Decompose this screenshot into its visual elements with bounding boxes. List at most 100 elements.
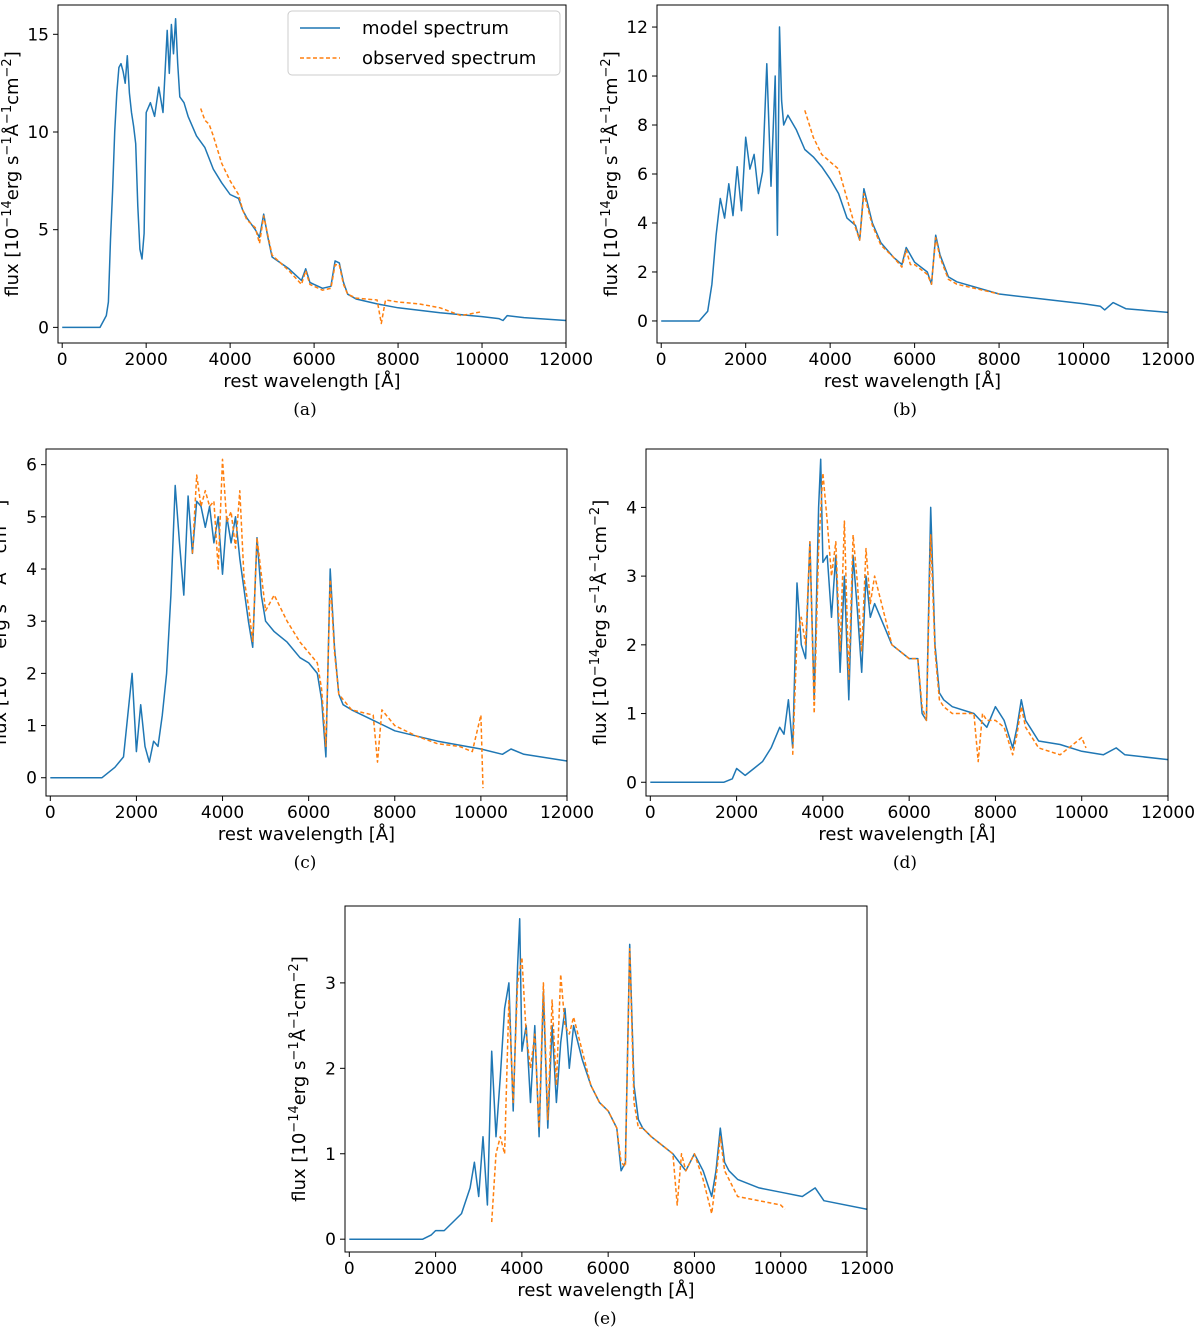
panel-a-y-axis-label: flux [10−14erg s−1Å−1cm−2] [0,51,23,296]
panel-c-x-tick-label: 4000 [201,803,244,823]
panel-d-x-tick-label: 4000 [801,803,844,823]
panel-b-axes-frame [656,4,1169,344]
panel-b-y-tick-label: 8 [637,116,648,136]
panel-e-model-line [349,918,867,1240]
panel-c-x-axis-label: rest wavelength [Å] [218,823,395,845]
panel-e-axes-frame [344,905,868,1253]
panel-a-y-tick-label: 5 [38,221,49,241]
panel-b-x-tick-label: 0 [656,350,667,370]
panel-b-y-tick-label: 4 [637,214,648,234]
panel-a-y-tick-label: 0 [38,318,49,338]
panel-c-x-tick-label: 10000 [454,803,508,823]
panel-b-x-axis-label: rest wavelength [Å] [824,370,1001,392]
panel-b-y-tick-label: 10 [626,67,648,87]
panel-c-y-axis-label: flux [10−14erg s−1Å−1cm−2] [0,500,11,745]
panel-b-x-tick-label: 10000 [1056,350,1110,370]
panel-d-caption: (d) [893,853,917,873]
panel-d-x-tick-label: 6000 [888,803,931,823]
panel-d-x-axis-label: rest wavelength [Å] [818,823,995,845]
panel-a-x-tick-label: 2000 [125,350,168,370]
panel-d-y-tick-label: 4 [626,498,637,518]
panel-e-y-axis-label: flux [10−14erg s−1Å−1cm−2] [287,956,311,1201]
panel-c-x-tick-label: 12000 [540,803,594,823]
panel-c-model-line [50,484,567,779]
panel-e-x-tick-label: 4000 [500,1259,543,1279]
panel-b-caption: (b) [893,400,917,420]
panel-a-x-tick-label: 6000 [292,350,335,370]
panel-c-x-tick-label: 0 [45,803,56,823]
panel-d-x-tick-label: 12000 [1141,803,1195,823]
panel-b-x-tick-label: 4000 [809,350,852,370]
panel-c-y-tick-label: 3 [26,612,37,632]
panel-d-y-tick-label: 1 [626,705,637,725]
panel-d-x-tick-label: 10000 [1055,803,1109,823]
panel-c-axes-frame [45,448,568,797]
panel-e: (e) 0 2000 4000 6000 8000 10000 12000 0 1 2 3 rest … [287,905,894,1329]
panel-b: (b) 0 2000 4000 6000 8000 10000 12000 0 2 4 6 8 10 12… [599,4,1195,420]
legend-observed-label: observed spectrum [362,48,536,69]
panel-c-y-tick-label: 6 [26,456,37,476]
panel-b-x-tick-label: 8000 [977,350,1020,370]
panel-c-observed-line [191,458,484,789]
panel-c-x-tick-label: 8000 [373,803,416,823]
panel-e-x-axis-label: rest wavelength [Å] [517,1279,694,1301]
panel-a-x-tick-label: 10000 [455,350,509,370]
panel-e-x-tick-label: 10000 [754,1259,808,1279]
panel-b-x-tick-label: 12000 [1141,350,1195,370]
panel-b-y-tick-label: 2 [637,263,648,283]
panel-c-x-tick-label: 6000 [287,803,330,823]
panel-e-observed-line [490,947,786,1223]
panel-e-y-tick-label: 1 [325,1145,336,1165]
panel-e-y-tick-label: 2 [325,1059,336,1079]
panel-e-caption: (e) [593,1309,616,1329]
panel-a-x-tick-label: 0 [57,350,68,370]
panel-e-x-tick-label: 8000 [673,1259,716,1279]
panel-a-axes-frame [57,4,567,344]
panel-d-observed-line [791,472,1087,763]
panel-a: (a) 0 2000 4000 6000 8000 10000 12000 0 5 10 15 res… [0,4,593,420]
panel-b-observed-line [804,110,1000,295]
panel-e-x-tick-label: 6000 [587,1259,630,1279]
panel-b-x-tick-label: 6000 [893,350,936,370]
panel-c-y-tick-label: 1 [26,717,37,737]
panel-b-model-line [661,26,1168,322]
panel-e-x-tick-label: 0 [344,1259,355,1279]
panel-c-caption: (c) [294,853,317,873]
panel-e-x-tick-label: 2000 [414,1259,457,1279]
panel-a-x-tick-label: 4000 [208,350,251,370]
panel-b-y-axis-label: flux [10−14erg s−1Å−1cm−2] [599,51,623,296]
panel-a-x-tick-label: 8000 [376,350,419,370]
panel-a-caption: (a) [293,400,316,420]
panel-d-model-line [650,458,1168,784]
panel-b-y-tick-label: 0 [637,312,648,332]
panel-e-y-tick-label: 3 [325,974,336,994]
panel-e-x-tick-label: 12000 [840,1259,894,1279]
panel-d-y-tick-label: 2 [626,636,637,656]
panel-c: (c) 0 2000 4000 6000 8000 10000 12000 0 1 2 3 4 5 6 re… [0,448,594,873]
panel-b-y-tick-label: 6 [637,165,648,185]
panel-d-y-axis-label: flux [10−14erg s−1Å−1cm−2] [588,500,612,745]
panel-d-x-tick-label: 0 [645,803,656,823]
panel-a-x-axis-label: rest wavelength [Å] [223,370,400,392]
panel-a-y-tick-label: 10 [27,123,49,143]
panel-d-x-tick-label: 8000 [974,803,1017,823]
panel-b-x-tick-label: 2000 [724,350,767,370]
panel-c-y-tick-label: 5 [26,508,37,528]
panel-c-y-tick-label: 0 [26,769,37,789]
legend: model spectrum observed spectrum [287,10,561,76]
panel-a-y-tick-label: 15 [27,25,49,45]
panel-a-observed-line [199,108,483,325]
panel-a-x-tick-label: 12000 [539,350,593,370]
panel-b-y-tick-label: 12 [626,18,648,38]
panel-d-x-tick-label: 2000 [715,803,758,823]
panel-e-y-tick-label: 0 [325,1230,336,1250]
panel-d-y-tick-label: 0 [626,773,637,793]
panel-d-y-tick-label: 3 [626,567,637,587]
panel-c-y-tick-label: 2 [26,664,37,684]
panel-d: (d) 0 2000 4000 6000 8000 10000 12000 0 1 2 3 4 rest… [588,448,1195,873]
panel-c-x-tick-label: 2000 [115,803,158,823]
legend-box [287,10,561,76]
panel-c-y-tick-label: 4 [26,560,37,580]
legend-model-label: model spectrum [362,18,509,39]
